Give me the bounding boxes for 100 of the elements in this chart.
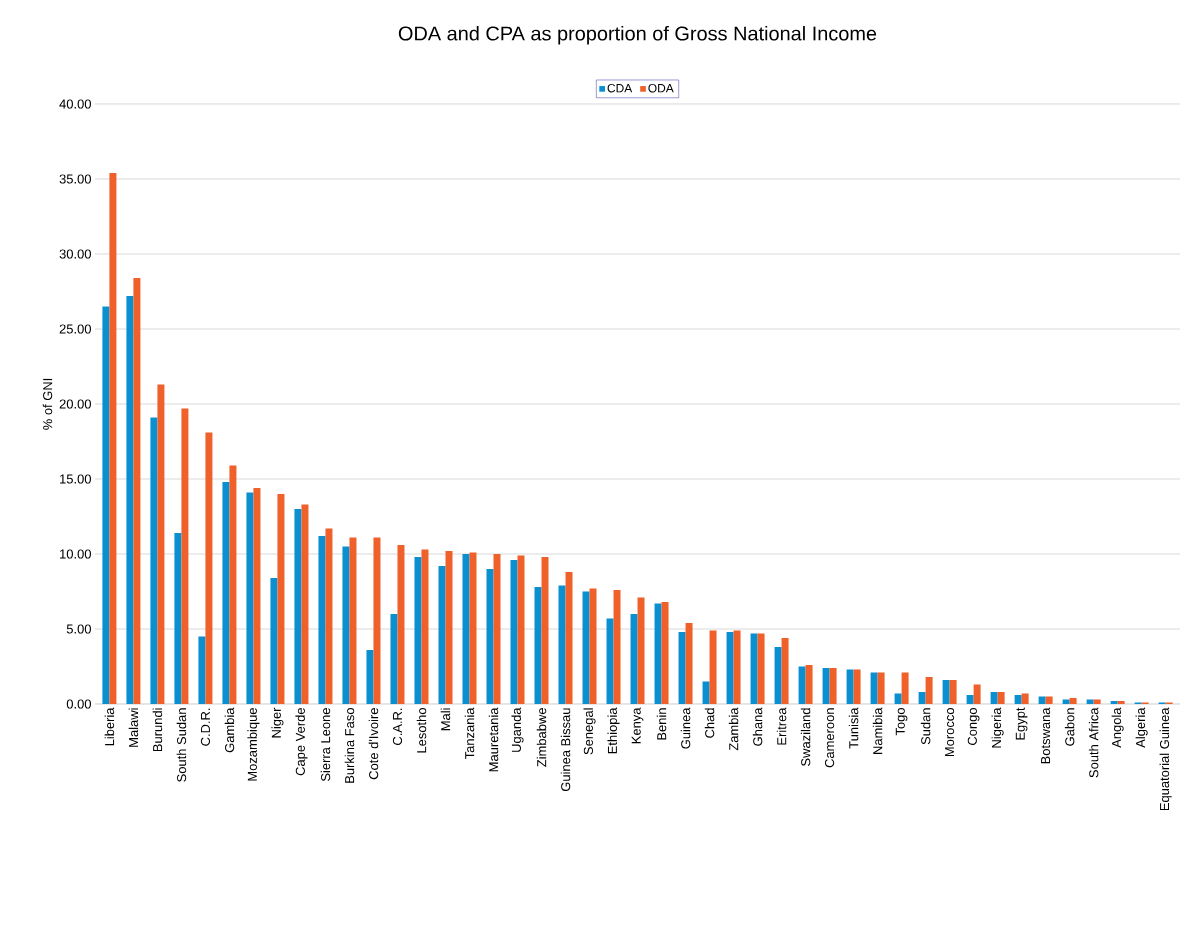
bar — [1062, 699, 1070, 704]
x-tick-label: Guinea Bissau — [560, 708, 571, 792]
x-tick-label: Togo — [895, 708, 908, 736]
y-tick-label: 20.00 — [59, 399, 91, 409]
x-tick-label: Cote d'Ivoire — [368, 708, 379, 780]
y-tick-label: 10.00 — [60, 549, 91, 559]
bar — [414, 556, 422, 704]
y-tick-label: 25.00 — [59, 324, 91, 334]
y-tick-label: 35.00 — [59, 174, 91, 184]
bar — [1038, 696, 1046, 704]
bar — [565, 571, 573, 704]
bar — [270, 577, 278, 704]
bar — [517, 555, 525, 704]
bar — [853, 669, 861, 704]
bar — [493, 553, 501, 704]
bar — [366, 649, 374, 704]
x-tick-label: Tunisia — [848, 707, 859, 749]
bar — [894, 693, 902, 704]
x-tick-label: Gambia — [224, 707, 235, 753]
bar — [630, 613, 638, 704]
bar — [342, 546, 350, 704]
bar — [637, 597, 645, 704]
x-tick-label: Tanzania — [464, 707, 475, 760]
x-tick-label: South Africa — [1088, 707, 1099, 778]
bar — [805, 664, 813, 704]
bar — [277, 493, 285, 704]
x-tick-label: Malawi — [128, 708, 139, 747]
bar — [798, 666, 806, 704]
bar — [181, 408, 189, 704]
bar — [1117, 700, 1125, 704]
bar — [445, 550, 453, 704]
y-tick-label: 30.00 — [59, 249, 91, 259]
bar — [1069, 697, 1077, 704]
bar — [174, 532, 182, 704]
bar — [1110, 700, 1118, 704]
bar — [222, 481, 230, 704]
x-tick-label: Burkina Faso — [344, 708, 355, 783]
x-tick-label: Sierra Leone — [320, 708, 331, 782]
bar — [966, 694, 974, 704]
x-tick-label: Swaziland — [800, 708, 811, 766]
bar — [942, 679, 950, 704]
x-tick-label: South Sudan — [176, 708, 187, 782]
bar — [126, 295, 134, 704]
bar — [246, 492, 254, 704]
y-axis-title: % of GNI — [42, 378, 53, 430]
x-tick-label: Botswana — [1041, 707, 1051, 764]
chart-title: ODA and CPA as proportion of Gross National Income — [398, 25, 877, 45]
bar — [558, 585, 566, 704]
x-tick-label: Sudan — [920, 708, 931, 745]
x-tick-label: Chad — [704, 708, 715, 738]
bar — [781, 637, 789, 704]
bar — [229, 465, 237, 704]
bar — [661, 601, 669, 704]
bar — [301, 504, 309, 704]
x-tick-label: C.A.R. — [392, 708, 403, 745]
x-tick-label: Cape Verde — [295, 708, 308, 776]
x-tick-label: Gabon — [1064, 708, 1075, 746]
bar — [702, 681, 710, 704]
bar — [949, 679, 957, 704]
x-tick-label: Congo — [967, 708, 980, 746]
x-tick-label: Ghana — [752, 707, 763, 746]
bar — [846, 669, 854, 704]
x-tick-label: Angola — [1111, 707, 1124, 748]
y-tick-label: 15.00 — [60, 474, 91, 484]
x-tick-label: Mauretania — [488, 707, 499, 772]
bar — [685, 622, 693, 704]
bar — [822, 667, 830, 704]
bar — [877, 672, 885, 704]
bar — [198, 636, 206, 704]
x-tick-label: Kenya — [631, 707, 644, 744]
bar — [534, 586, 542, 704]
x-tick-label: Egypt — [1015, 707, 1028, 740]
bar — [390, 613, 398, 704]
x-tick-label: Ethiopia — [607, 707, 620, 754]
bar — [925, 676, 933, 704]
bar — [774, 646, 782, 704]
x-tick-label: Senegal — [583, 708, 596, 755]
x-tick-label: Benin — [656, 708, 667, 740]
x-tick-label: Cameroon — [824, 708, 835, 768]
bar — [469, 552, 477, 704]
bar — [438, 565, 446, 704]
bar — [397, 544, 405, 704]
bar — [1045, 696, 1053, 704]
bar — [102, 306, 110, 704]
x-tick-label: Zambia — [728, 707, 739, 751]
bar — [613, 589, 621, 704]
x-tick-label: Morocco — [945, 708, 955, 757]
bar — [870, 672, 878, 704]
bar — [654, 603, 662, 704]
bar — [757, 633, 765, 704]
x-tick-label: C.D.R. — [200, 708, 211, 746]
bar — [541, 556, 549, 704]
x-tick-label: Niger — [271, 707, 284, 738]
bar — [582, 591, 590, 704]
x-tick-label: Nigeria — [991, 707, 1004, 748]
bar — [990, 691, 998, 704]
bar — [709, 630, 717, 704]
x-tick-label: Uganda — [511, 707, 524, 752]
x-tick-label: Algeria — [1135, 707, 1148, 748]
bar — [1093, 699, 1101, 704]
